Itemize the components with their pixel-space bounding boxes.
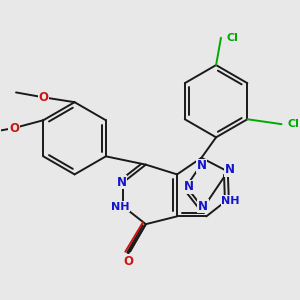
Text: Cl: Cl <box>227 33 239 43</box>
Text: N: N <box>198 200 208 213</box>
Text: N: N <box>225 163 235 176</box>
Text: NH: NH <box>111 202 130 212</box>
Text: N: N <box>184 180 194 193</box>
Text: Cl: Cl <box>287 119 299 129</box>
Text: NH: NH <box>221 196 240 206</box>
Text: N: N <box>196 159 206 172</box>
Text: O: O <box>123 255 133 268</box>
Text: O: O <box>9 122 19 134</box>
Text: N: N <box>116 176 126 189</box>
Text: O: O <box>38 91 48 104</box>
